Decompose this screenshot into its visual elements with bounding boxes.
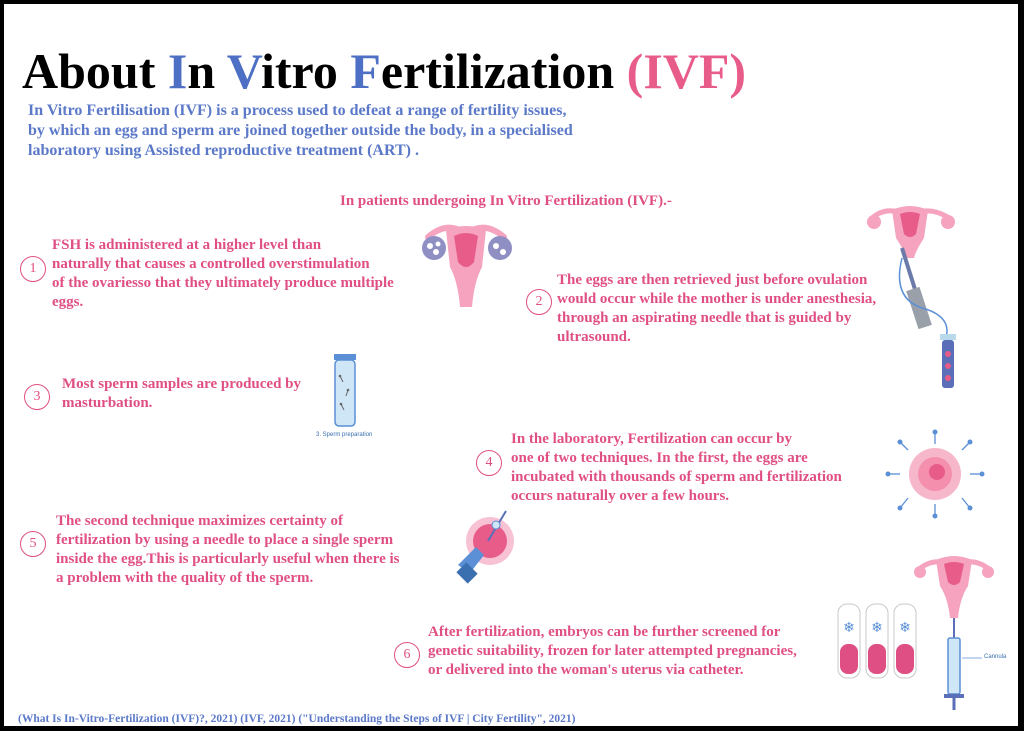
- step-3-number: 3: [24, 384, 50, 410]
- intro-paragraph: In Vitro Fertilisation (IVF) is a proces…: [28, 101, 628, 161]
- title-part: ertilization: [380, 43, 627, 99]
- step-line: After fertilization, embryos can be furt…: [428, 624, 781, 640]
- egg-retrieval-icon: [867, 206, 956, 388]
- step-4-number: 4: [476, 450, 502, 476]
- infographic-sheet: About In Vitro Fertilization (IVF) In Vi…: [4, 4, 1018, 726]
- intro-line: laboratory using Assisted reproductive t…: [28, 142, 419, 159]
- step-6-number: 6: [394, 642, 420, 668]
- step-line: In the laboratory, Fertilization can occ…: [511, 431, 792, 447]
- title-letter-f: F: [350, 43, 381, 99]
- step-line: ultrasound.: [557, 329, 631, 345]
- step-5-number: 5: [20, 531, 46, 557]
- cannula-caption: Cannula: [984, 654, 1007, 660]
- icsi-icon: [456, 510, 514, 584]
- embryo-transfer-icon: ❄ ❄ ❄: [837, 556, 994, 710]
- step-line: fertilization by using a needle to place…: [56, 532, 394, 548]
- step-line: eggs.: [52, 294, 84, 310]
- step-line: Most sperm samples are produced by: [62, 376, 302, 392]
- sperm-preparation-caption: 3. Sperm preparation: [316, 432, 373, 438]
- step-1-number: 1: [20, 256, 46, 282]
- step-line: masturbation.: [62, 395, 153, 411]
- title-part: itro: [261, 43, 351, 99]
- step-line: genetic suitability, frozen for later at…: [428, 643, 797, 659]
- svg-text:❄: ❄: [871, 621, 883, 636]
- intro-line: by which an egg and sperm are joined tog…: [28, 122, 573, 139]
- title-abbreviation: (IVF): [626, 43, 747, 99]
- uterus-icon: [422, 224, 512, 307]
- step-line: a problem with the quality of the sperm.: [56, 570, 314, 586]
- step-3-text: Most sperm samples are produced by mastu…: [62, 375, 301, 413]
- step-5-text: The second technique maximizes certainty…: [56, 512, 400, 588]
- step-line: The second technique maximizes certainty…: [56, 513, 344, 529]
- step-line: through an aspirating needle that is gui…: [557, 310, 852, 326]
- intro-line: In Vitro Fertilisation (IVF) is a proces…: [28, 102, 567, 119]
- title-part: n: [187, 43, 227, 99]
- step-line: naturally that causes a controlled overs…: [52, 256, 370, 272]
- step-line: FSH is administered at a higher level th…: [52, 237, 322, 253]
- step-line: or delivered into the woman's uterus via…: [428, 662, 744, 678]
- step-4-text: In the laboratory, Fertilization can occ…: [511, 430, 842, 506]
- page-title: About In Vitro Fertilization (IVF): [22, 44, 746, 98]
- svg-text:❄: ❄: [843, 621, 855, 636]
- step-line: would occur while the mother is under an…: [557, 291, 877, 307]
- citation: (What Is In-Vitro-Fertilization (IVF)?, …: [18, 713, 576, 725]
- step-line: of the ovariesso that they ultimately pr…: [52, 275, 394, 291]
- step-2-text: The eggs are then retrieved just before …: [557, 271, 876, 347]
- step-line: inside the egg.This is particularly usef…: [56, 551, 400, 567]
- step-line: one of two techniques. In the first, the…: [511, 450, 808, 466]
- title-letter-i: I: [167, 43, 188, 99]
- step-6-text: After fertilization, embryos can be furt…: [428, 623, 797, 680]
- step-1-text: FSH is administered at a higher level th…: [52, 236, 394, 312]
- step-line: The eggs are then retrieved just before …: [557, 272, 868, 288]
- title-letter-v: V: [226, 43, 262, 99]
- svg-text:❄: ❄: [899, 621, 911, 636]
- step-line: incubated with thousands of sperm and fe…: [511, 469, 842, 485]
- title-part: About: [22, 43, 168, 99]
- step-line: occurs naturally over a few hours.: [511, 488, 730, 504]
- egg-with-sperm-icon: [885, 429, 985, 519]
- sperm-tube-icon: [334, 354, 356, 427]
- subtitle: In patients undergoing In Vitro Fertiliz…: [340, 193, 672, 209]
- step-2-number: 2: [526, 289, 552, 315]
